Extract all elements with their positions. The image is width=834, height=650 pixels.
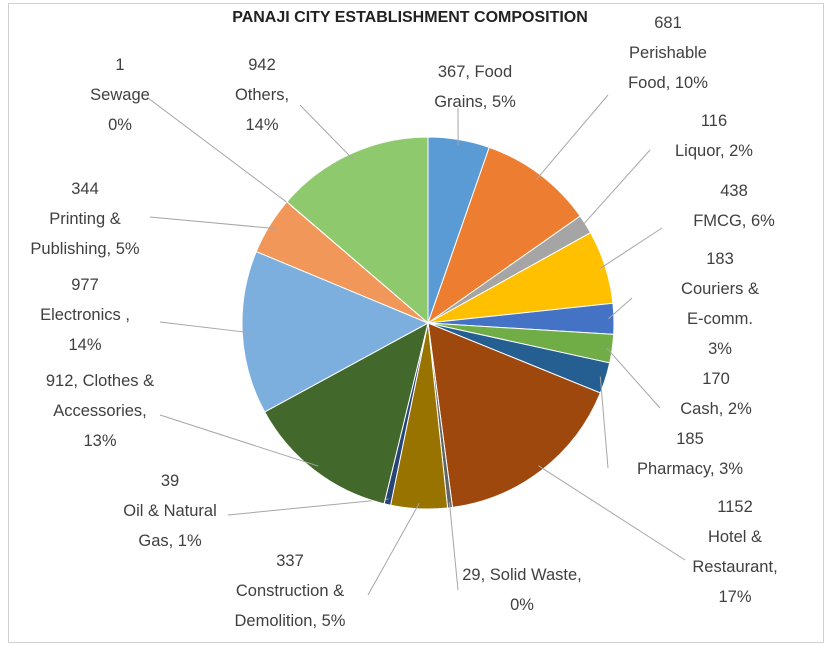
data-label: 185 Pharmacy, 3% (636, 430, 744, 478)
leader-line (536, 94, 609, 180)
chart-title: PANAJI CITY ESTABLISHMENT COMPOSITION (232, 9, 588, 26)
data-label: 1 Sewage 0% (90, 56, 150, 134)
data-label: 29, Solid Waste, 0% (462, 566, 582, 614)
leader-line (538, 465, 686, 561)
data-label: 183 Couriers & E-comm. 3% (681, 250, 759, 358)
chart-frame (8, 3, 824, 643)
data-label: 170 Cash, 2% (680, 370, 752, 418)
leader-line (367, 502, 420, 596)
pie-slice (286, 136, 429, 325)
leader-line (599, 376, 609, 469)
data-label: 344 Printing & Publishing, 5% (30, 180, 140, 258)
leader-line (580, 149, 651, 228)
pie-slice (241, 250, 430, 413)
leader-line (299, 104, 354, 160)
leader-line (147, 97, 292, 206)
data-label: 942 Others, 14% (234, 56, 290, 134)
data-label: 681 Perishable Food, 10% (628, 14, 708, 92)
data-label: 337 Construction & Demolition, 5% (234, 552, 346, 630)
data-label: 116 Liquor, 2% (675, 112, 753, 160)
data-label: 438 FMCG, 6% (693, 182, 775, 230)
data-label: 1152 Hotel & Restaurant, 17% (692, 498, 778, 606)
data-label: 912, Clothes & Accessories, 13% (45, 372, 155, 450)
leader-line (227, 498, 389, 516)
leader-line (606, 347, 661, 409)
data-label: 367, Food Grains, 5% (434, 63, 516, 111)
pie-slice (427, 322, 601, 508)
leader-line (608, 297, 633, 320)
leader-line (149, 216, 275, 229)
data-label: 39 Oil & Natural Gas, 1% (123, 472, 217, 550)
data-label: 977 Electronics , 14% (40, 276, 130, 354)
pie-slice (263, 322, 429, 505)
leader-line (599, 227, 663, 269)
leader-line (159, 321, 248, 333)
leader-line (448, 502, 459, 591)
leader-line (159, 414, 319, 467)
